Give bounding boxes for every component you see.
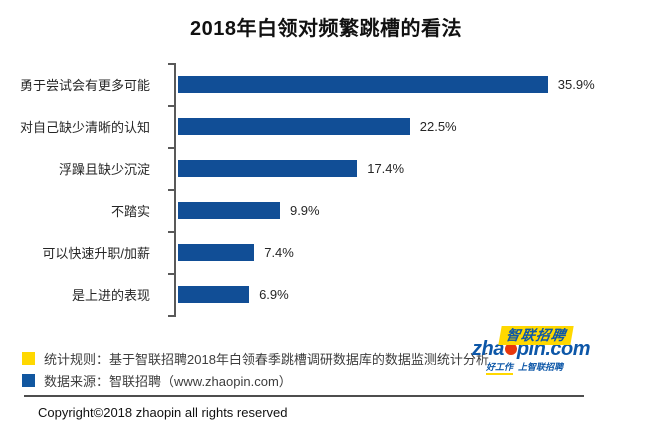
bar-track: 17.4% [178,159,652,177]
bar-track: 9.9% [178,201,652,219]
axis-tick [168,315,174,317]
logo-brand-banner: 智联招聘 [498,326,574,345]
value-label: 22.5% [419,118,457,134]
logo-dot-icon [504,343,517,355]
bar-chart: 勇于尝试会有更多可能 35.9% 对自己缺少清晰的认知 22.5% 浮躁且缺少沉淀 17.… [0,63,652,317]
bar-track: 22.5% [178,117,652,135]
legend-swatch-icon [22,351,35,365]
logo-tagline: 好工作 上智联招聘 [486,362,602,375]
category-label: 浮躁且缺少沉淀 [58,161,150,177]
axis-tick [168,231,174,233]
category-label: 是上进的表现 [71,287,150,303]
bar-track: 35.9% [178,75,652,93]
chart-row: 对自己缺少清晰的认知 22.5% [0,105,652,147]
chart-row: 不踏实 9.9% [0,189,652,231]
bar [178,243,255,261]
value-label: 6.9% [259,286,289,302]
axis-tick [168,273,174,275]
bar [178,201,280,219]
legend-item: 统计规则：基于智联招聘2018年白领春季跳槽调研数据库的数据监测统计分析 [22,347,489,369]
zhaopin-logo: 智联招聘 zha pin.com 好工作 上智联招聘 [472,326,602,375]
axis-tick [168,189,174,191]
legend-label: 统计规则：基于智联招聘2018年白领春季跳槽调研数据库的数据监测统计分析 [44,351,489,367]
y-axis [168,63,176,317]
axis-tick [168,105,174,107]
legend-label: 数据来源：智联招聘（www.zhaopin.com） [44,373,292,389]
chart-row: 勇于尝试会有更多可能 35.9% [0,63,652,105]
chart-row: 可以快速升职/加薪 7.4% [0,231,652,273]
category-label: 不踏实 [110,203,150,219]
value-label: 17.4% [367,160,405,176]
value-label: 35.9% [557,76,595,92]
bar [178,159,358,177]
bar [178,285,250,303]
category-label: 对自己缺少清晰的认知 [19,119,150,135]
chart-row: 是上进的表现 6.9% [0,273,652,315]
logo-tagline-left: 好工作 [486,362,514,375]
value-label: 9.9% [289,202,320,218]
value-label: 7.4% [264,244,294,260]
category-label: 可以快速升职/加薪 [42,245,150,261]
bar [178,75,548,93]
page-title: 2018年白领对频繁跳槽的看法 [190,18,462,40]
logo-brand-cn: 智联招聘 [504,327,568,343]
logo-domain-prefix: zha [472,338,504,360]
axis-tick [168,63,174,65]
separator-line [24,395,584,397]
bar-track: 6.9% [178,285,652,303]
legend-swatch-icon [22,373,35,387]
legend: 统计规则：基于智联招聘2018年白领春季跳槽调研数据库的数据监测统计分析 数据来源… [22,347,489,391]
category-label: 勇于尝试会有更多可能 [19,77,150,93]
copyright-text: Copyright©2018 zhaopin all rights reserv… [38,405,288,420]
bar [178,117,410,135]
chart-row: 浮躁且缺少沉淀 17.4% [0,147,652,189]
axis-tick [168,147,174,149]
legend-item: 数据来源：智联招聘（www.zhaopin.com） [22,369,482,391]
chart-rows: 勇于尝试会有更多可能 35.9% 对自己缺少清晰的认知 22.5% 浮躁且缺少沉淀 17.… [0,63,652,315]
logo-tagline-right: 上智联招聘 [518,362,564,372]
bar-track: 7.4% [178,243,652,261]
